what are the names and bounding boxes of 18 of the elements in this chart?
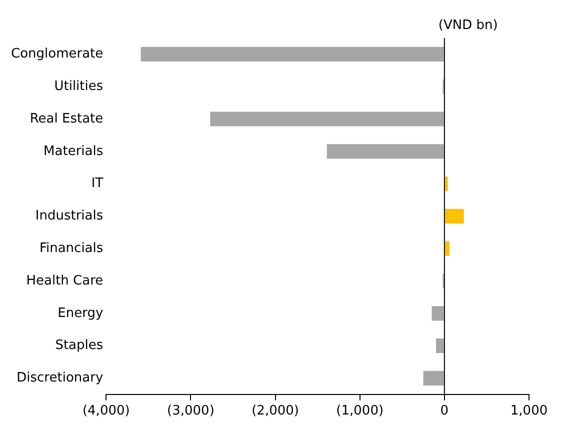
y-tick-label: Conglomerate (11, 46, 104, 62)
y-tick-label: Real Estate (30, 111, 104, 126)
y-tick-label: Utilities (54, 78, 104, 94)
text: (VND bn) (438, 18, 498, 33)
x-tick-label: (2,000) (252, 404, 299, 419)
y-tick-label: Materials (44, 144, 104, 159)
x-tick-label: (3,000) (167, 404, 214, 419)
y-tick-label: IT (91, 176, 104, 192)
y-tick-label: Health Care (26, 273, 104, 288)
x-tick-label: 0 (440, 404, 449, 419)
y-tick-label: Discretionary (16, 370, 104, 386)
y-tick-label: Energy (58, 306, 104, 321)
y-tick-label: Industrials (35, 208, 104, 224)
x-tick-label: 1,000 (510, 404, 548, 419)
x-tick-label: (4,000) (82, 404, 130, 419)
y-tick-label: Staples (55, 338, 104, 354)
y-tick-label: Financials (39, 240, 104, 256)
x-tick-label: (1,000) (336, 404, 384, 419)
